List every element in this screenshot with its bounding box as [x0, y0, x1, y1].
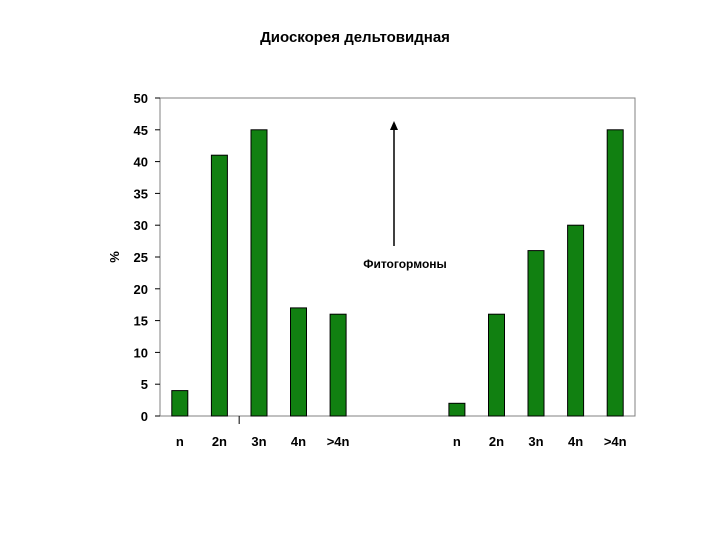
bar-group2-2	[527, 250, 545, 417]
y-tick-label: 40	[134, 155, 148, 170]
bar-group1-1	[210, 154, 228, 417]
y-tick-label: 20	[134, 282, 148, 297]
y-axis-label: %	[107, 251, 122, 263]
bar-group1-2	[250, 129, 268, 417]
bar-group2-1	[488, 313, 505, 417]
x-tick-label: 2n	[212, 434, 227, 449]
x-tick-label: 3n	[251, 434, 266, 449]
y-axis-ticks: 0 5 10 15 20 25 30 35 40 45 50	[134, 91, 160, 424]
x-tick-label: 4n	[568, 434, 583, 449]
y-tick-label: 25	[134, 250, 148, 265]
bar-group1-4	[329, 313, 347, 417]
y-tick-label: 0	[141, 409, 148, 424]
bar-group2-4	[606, 129, 624, 417]
x-tick-label: n	[453, 434, 461, 449]
y-tick-label: 50	[134, 91, 148, 106]
bars	[171, 129, 624, 417]
y-tick-label: 10	[134, 345, 148, 360]
x-tick-label: 2n	[489, 434, 504, 449]
y-tick-label: 30	[134, 218, 148, 233]
bar-group1-3	[290, 307, 307, 417]
x-axis-categories: n 2n 3n 4n >4n n 2n 3n 4n >4n	[176, 416, 627, 449]
y-tick-label: 15	[134, 314, 148, 329]
bar-group2-0	[448, 402, 466, 417]
y-tick-label: 45	[134, 123, 148, 138]
x-tick-label: 3n	[528, 434, 543, 449]
y-tick-label: 5	[141, 377, 148, 392]
bar-group2-3	[567, 224, 585, 417]
annotation-arrow	[390, 121, 398, 246]
x-tick-label: >4n	[604, 434, 627, 449]
x-tick-label: n	[176, 434, 184, 449]
y-tick-label: 35	[134, 186, 148, 201]
x-tick-label: >4n	[327, 434, 350, 449]
chart-title: Диоскорея дельтовидная	[260, 29, 450, 46]
x-tick-label: 4n	[291, 434, 306, 449]
bar-group1-0	[171, 390, 189, 417]
annotation-text: Фитогормоны	[363, 257, 447, 271]
